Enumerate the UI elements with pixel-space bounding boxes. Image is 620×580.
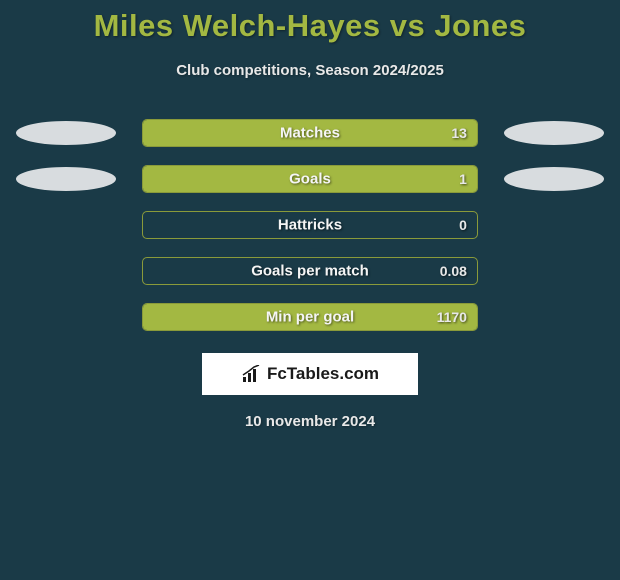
- stat-row: Min per goal 1170: [12, 303, 608, 331]
- logo-text: FcTables.com: [267, 364, 379, 384]
- branding-logo: FcTables.com: [202, 353, 418, 395]
- stat-label: Hattricks: [278, 217, 342, 234]
- left-indicator: [12, 167, 120, 191]
- stat-value: 1170: [437, 309, 467, 325]
- stat-row: Matches 13: [12, 119, 608, 147]
- ellipse-right: [504, 121, 604, 145]
- stat-row: Hattricks 0: [12, 211, 608, 239]
- stat-label: Goals: [289, 171, 331, 188]
- chart-icon: [241, 365, 263, 383]
- stats-area: Matches 13 Goals 1 Hattricks 0: [0, 119, 620, 331]
- stat-value: 1: [459, 171, 467, 187]
- left-indicator: [12, 121, 120, 145]
- stat-value: 0.08: [440, 263, 467, 279]
- stat-bar: Goals 1: [142, 165, 478, 193]
- stat-row: Goals 1: [12, 165, 608, 193]
- ellipse-left: [16, 121, 116, 145]
- stat-bar: Hattricks 0: [142, 211, 478, 239]
- stat-label: Goals per match: [251, 263, 369, 280]
- ellipse-right: [504, 167, 604, 191]
- stat-bar: Min per goal 1170: [142, 303, 478, 331]
- stat-value: 0: [459, 217, 467, 233]
- comparison-panel: Miles Welch-Hayes vs Jones Club competit…: [0, 0, 620, 430]
- left-indicator: [12, 305, 120, 329]
- stat-label: Min per goal: [266, 309, 354, 326]
- subtitle: Club competitions, Season 2024/2025: [0, 62, 620, 79]
- stat-bar: Goals per match 0.08: [142, 257, 478, 285]
- left-indicator: [12, 213, 120, 237]
- right-indicator: [500, 305, 608, 329]
- right-indicator: [500, 121, 608, 145]
- stat-row: Goals per match 0.08: [12, 257, 608, 285]
- page-title: Miles Welch-Hayes vs Jones: [0, 8, 620, 44]
- ellipse-left: [16, 167, 116, 191]
- stat-bar: Matches 13: [142, 119, 478, 147]
- right-indicator: [500, 213, 608, 237]
- date-text: 10 november 2024: [0, 413, 620, 430]
- right-indicator: [500, 259, 608, 283]
- left-indicator: [12, 259, 120, 283]
- stat-value: 13: [451, 125, 467, 141]
- right-indicator: [500, 167, 608, 191]
- stat-label: Matches: [280, 125, 340, 142]
